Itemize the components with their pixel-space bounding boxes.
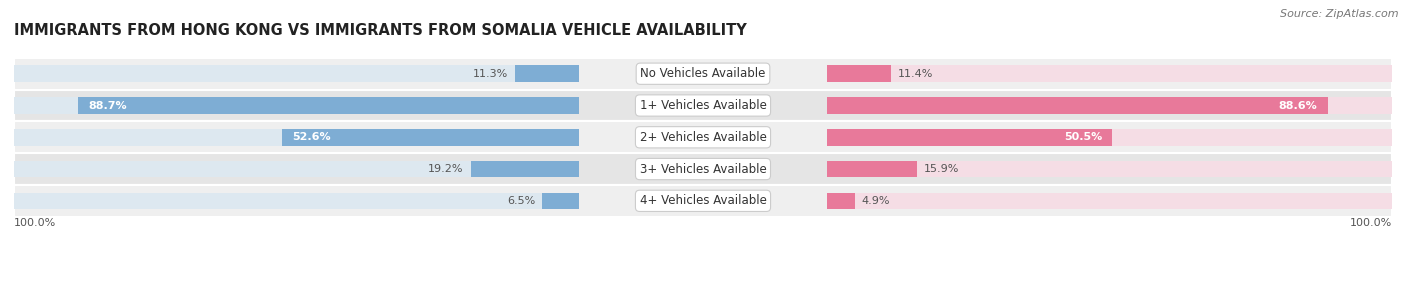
Bar [14,153,1392,185]
Text: 3+ Vehicles Available: 3+ Vehicles Available [640,162,766,176]
Bar [281,129,579,146]
Text: 11.4%: 11.4% [898,69,934,79]
Text: No Vehicles Available: No Vehicles Available [640,67,766,80]
Bar [14,90,1392,121]
Text: 100.0%: 100.0% [14,218,56,228]
Text: 1+ Vehicles Available: 1+ Vehicles Available [640,99,766,112]
Bar [543,192,579,209]
Bar [471,161,579,177]
Bar [827,161,917,177]
Text: 50.5%: 50.5% [1064,132,1102,142]
Text: 19.2%: 19.2% [429,164,464,174]
Text: 88.7%: 88.7% [89,100,127,110]
Text: 4+ Vehicles Available: 4+ Vehicles Available [640,194,766,207]
Text: 2+ Vehicles Available: 2+ Vehicles Available [640,131,766,144]
Bar [14,65,579,82]
Text: 52.6%: 52.6% [292,132,330,142]
Bar [827,192,1392,209]
Bar [14,192,579,209]
Bar [827,65,891,82]
Bar [14,129,579,146]
Bar [827,129,1112,146]
Bar [827,65,1392,82]
Bar [77,97,579,114]
Text: 100.0%: 100.0% [1350,218,1392,228]
Bar [827,97,1392,114]
Text: 11.3%: 11.3% [472,69,508,79]
Bar [14,185,1392,217]
Bar [515,65,579,82]
Text: Source: ZipAtlas.com: Source: ZipAtlas.com [1281,9,1399,19]
Text: 88.6%: 88.6% [1278,100,1317,110]
Bar [14,121,1392,153]
Bar [827,97,1327,114]
Bar [14,58,1392,90]
Bar [827,129,1392,146]
Text: IMMIGRANTS FROM HONG KONG VS IMMIGRANTS FROM SOMALIA VEHICLE AVAILABILITY: IMMIGRANTS FROM HONG KONG VS IMMIGRANTS … [14,23,747,38]
Text: 15.9%: 15.9% [924,164,959,174]
Bar [827,161,1392,177]
Bar [14,161,579,177]
Text: 6.5%: 6.5% [508,196,536,206]
Bar [14,97,579,114]
Bar [827,192,855,209]
Text: 4.9%: 4.9% [862,196,890,206]
